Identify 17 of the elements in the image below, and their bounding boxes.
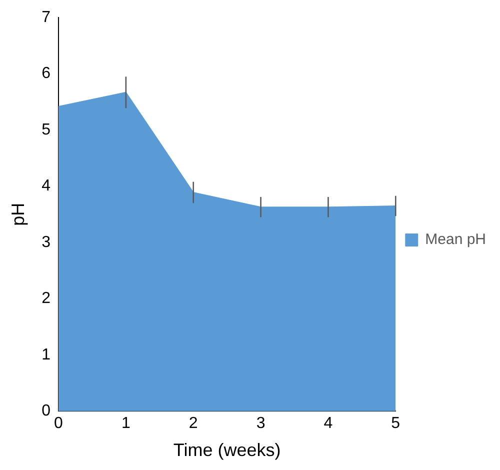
y-tick-label: 0: [42, 402, 51, 420]
x-tick-label: 4: [324, 415, 333, 432]
y-axis-title: pH: [8, 202, 28, 226]
y-tick-label: 3: [42, 234, 51, 251]
x-axis-title: Time (weeks): [173, 440, 281, 460]
y-tick-label: 6: [42, 65, 51, 82]
y-tick-label: 1: [42, 346, 51, 364]
y-tick-label: 7: [42, 9, 51, 26]
x-tick-label: 2: [188, 415, 198, 432]
x-tick-label: 0: [54, 415, 64, 432]
y-tick-label: 4: [42, 178, 51, 195]
y-tick-label: 2: [42, 290, 51, 308]
x-tick-label: 1: [121, 415, 130, 432]
y-tick-label: 5: [42, 121, 51, 138]
x-tick-label: 5: [391, 415, 400, 432]
legend-label: Mean pH: [425, 231, 486, 248]
x-tick-label: 3: [256, 415, 266, 432]
